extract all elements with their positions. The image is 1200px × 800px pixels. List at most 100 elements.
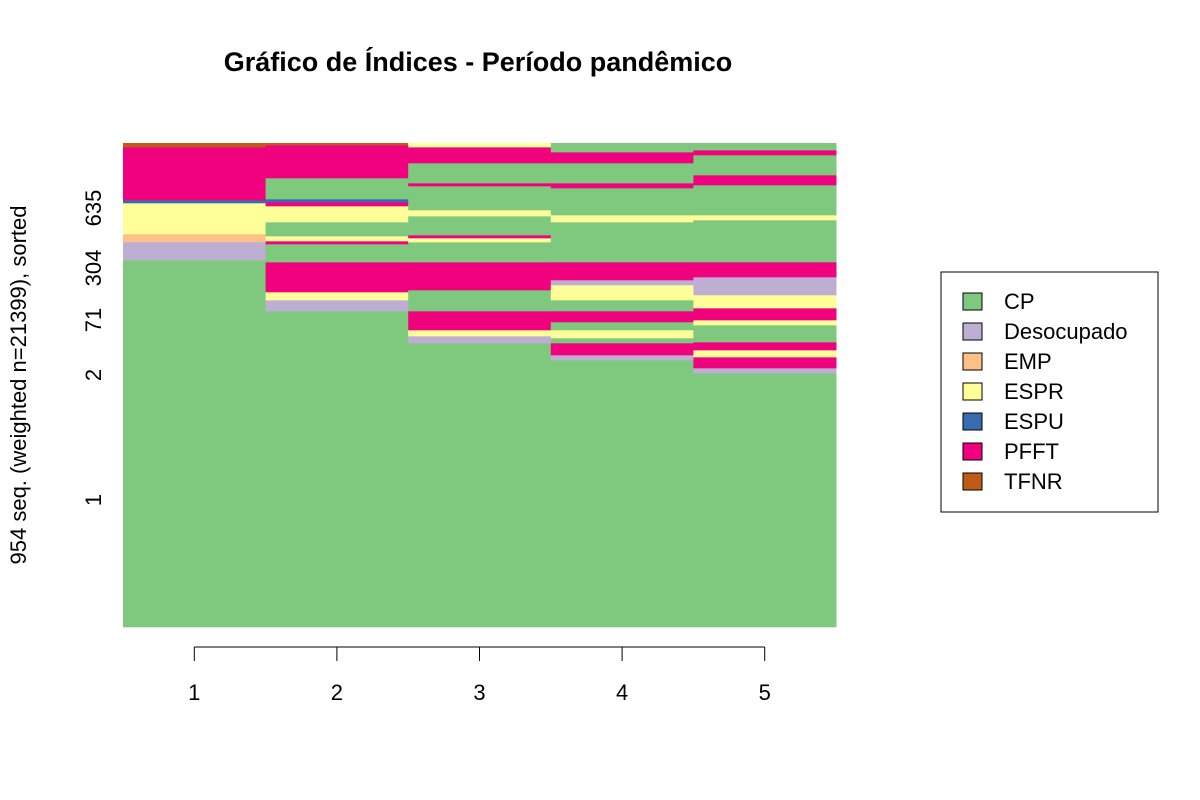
segment — [265, 292, 409, 301]
segment — [123, 203, 267, 235]
segment — [550, 311, 694, 323]
segment — [693, 220, 837, 263]
legend-box — [940, 271, 1159, 513]
segment — [550, 215, 694, 223]
segment — [693, 325, 837, 343]
segment — [693, 342, 837, 351]
legend-swatch — [962, 442, 983, 461]
legend-swatch — [962, 322, 983, 341]
segment — [408, 183, 552, 187]
legend-label: CP — [1004, 289, 1035, 314]
segment — [693, 320, 837, 326]
legend-label: ESPR — [1004, 379, 1064, 404]
segment — [693, 175, 837, 186]
segment — [693, 215, 837, 221]
segment — [693, 373, 837, 628]
segment — [550, 222, 694, 263]
y-axis-label: 954 seq. (weighted n=21399), sorted — [6, 206, 31, 565]
segment — [550, 330, 694, 339]
segment — [408, 238, 552, 243]
y-tick-label: 2 — [81, 369, 106, 381]
segment — [408, 330, 552, 337]
segment — [408, 163, 552, 184]
segment — [550, 338, 694, 344]
legend-label: Desocupado — [1004, 319, 1128, 344]
segment — [123, 260, 267, 628]
segment — [550, 300, 694, 312]
segment — [550, 262, 694, 281]
segment — [550, 163, 694, 184]
segment — [550, 321, 694, 331]
legend-swatch — [962, 472, 983, 491]
segment — [265, 202, 409, 207]
segment — [408, 235, 552, 239]
segment — [550, 360, 694, 628]
legend-label: PFFT — [1004, 439, 1059, 464]
x-tick-label: 2 — [331, 680, 343, 705]
segment — [693, 150, 837, 156]
segment — [693, 350, 837, 358]
segment — [550, 152, 694, 164]
segment — [693, 143, 837, 151]
segment — [265, 145, 409, 179]
segment — [123, 242, 267, 261]
x-tick-label: 5 — [759, 680, 771, 705]
x-tick-label: 1 — [188, 680, 200, 705]
segment — [265, 241, 409, 245]
segment — [550, 285, 694, 301]
legend-swatch — [962, 382, 983, 401]
segment — [123, 143, 267, 148]
segment — [265, 222, 409, 237]
segment — [693, 185, 837, 216]
legend-label: ESPU — [1004, 409, 1064, 434]
x-tick-label: 4 — [616, 680, 628, 705]
segment — [693, 155, 837, 176]
y-tick-label: 71 — [81, 308, 106, 332]
segment — [693, 262, 837, 278]
segment — [123, 199, 267, 204]
y-tick-label: 1 — [81, 494, 106, 506]
segment — [265, 199, 409, 203]
segment — [265, 236, 409, 242]
segment — [123, 147, 267, 201]
segment — [265, 178, 409, 200]
segment — [408, 210, 552, 217]
segment — [265, 300, 409, 312]
segment — [550, 188, 694, 216]
y-tick-label: 635 — [81, 190, 106, 227]
segment — [693, 368, 837, 374]
segment — [265, 244, 409, 263]
segment — [693, 277, 837, 296]
segment — [550, 343, 694, 356]
legend-swatch — [962, 292, 983, 311]
legend-swatch — [962, 352, 983, 371]
segment — [408, 311, 552, 331]
chart-title: Gráfico de Índices - Período pandêmico — [224, 46, 733, 77]
segment — [123, 234, 267, 243]
segment — [550, 280, 694, 286]
segment — [408, 216, 552, 236]
segment — [550, 143, 694, 153]
segment — [265, 262, 409, 293]
segment — [693, 357, 837, 369]
segment — [408, 290, 552, 312]
segment — [265, 143, 409, 146]
segment — [408, 147, 552, 164]
segment — [550, 355, 694, 361]
segment — [408, 242, 552, 263]
legend-label: EMP — [1004, 349, 1052, 374]
segment — [408, 336, 552, 344]
segment — [265, 311, 409, 628]
y-tick-label: 304 — [81, 250, 106, 287]
segment — [693, 308, 837, 321]
segment — [408, 262, 552, 291]
x-tick-label: 3 — [473, 680, 485, 705]
segment — [550, 183, 694, 189]
segment — [408, 186, 552, 211]
segment — [408, 343, 552, 628]
segment — [693, 295, 837, 309]
segment — [265, 206, 409, 223]
segment — [408, 143, 552, 148]
